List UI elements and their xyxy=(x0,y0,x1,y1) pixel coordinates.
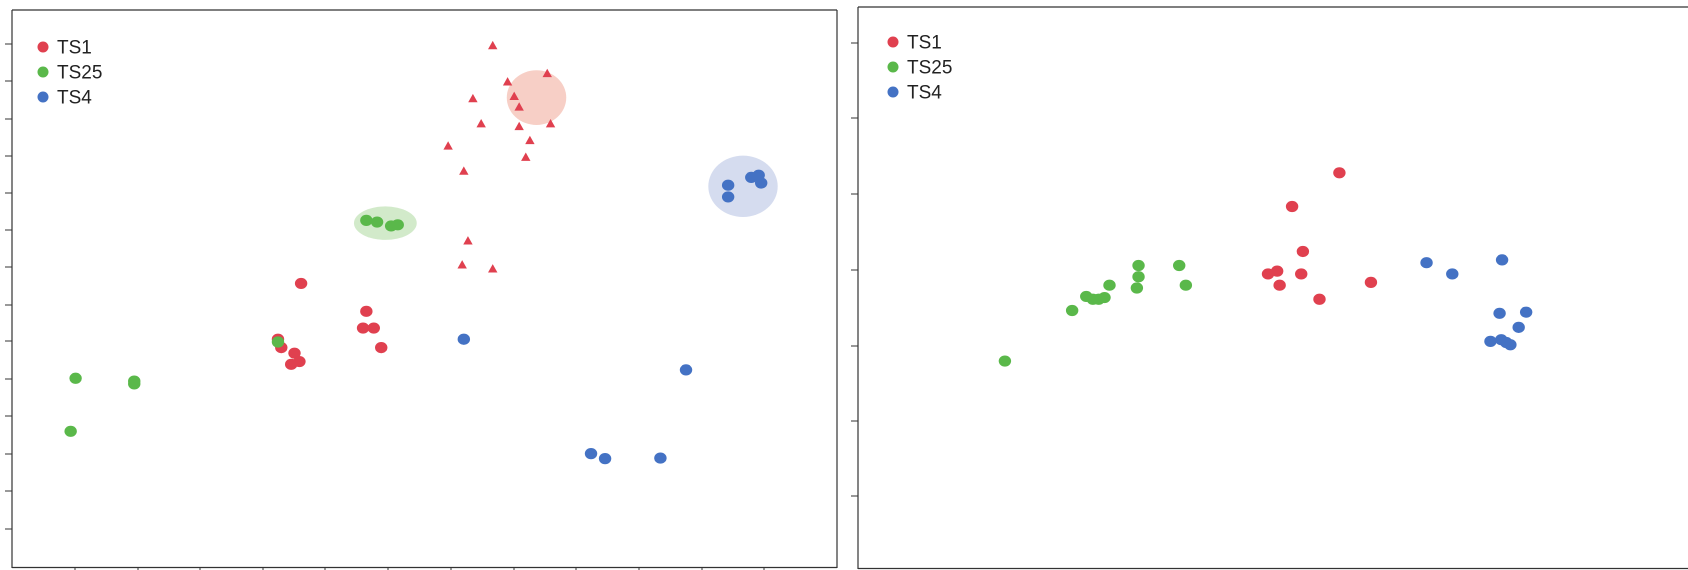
data-point xyxy=(360,305,373,317)
legend-label: TS4 xyxy=(57,88,92,109)
data-point xyxy=(598,453,612,465)
data-point-triangle xyxy=(525,135,535,145)
cluster-ellipse xyxy=(506,70,567,125)
data-point-triangle xyxy=(463,236,473,245)
data-point xyxy=(128,375,141,387)
data-point-triangle xyxy=(502,77,513,86)
data-point xyxy=(1103,279,1116,291)
legend: TS1 TS25 TS4 xyxy=(37,38,102,109)
legend-label: TS25 xyxy=(57,63,102,84)
data-point xyxy=(1313,293,1326,305)
data-point xyxy=(1132,271,1145,283)
data-point xyxy=(271,336,285,348)
data-point xyxy=(64,425,77,437)
legend-label: TS25 xyxy=(907,58,952,79)
series-triangles xyxy=(443,40,556,273)
data-point xyxy=(1519,306,1533,318)
data-point xyxy=(1273,279,1286,291)
data-point xyxy=(391,219,404,231)
legend-marker xyxy=(37,41,49,53)
data-point-triangle xyxy=(457,260,467,269)
data-point xyxy=(1065,304,1079,317)
data-point xyxy=(1420,257,1433,269)
cluster-ellipse xyxy=(353,206,417,240)
data-point xyxy=(360,214,373,226)
data-point-triangle xyxy=(476,118,486,128)
cluster-ellipse xyxy=(708,155,778,218)
data-point xyxy=(1098,291,1111,304)
legend-marker xyxy=(887,36,899,48)
data-point xyxy=(654,452,667,464)
data-point xyxy=(284,358,298,370)
series-ts4 xyxy=(457,169,768,465)
data-point xyxy=(367,322,380,334)
data-point xyxy=(1446,268,1459,280)
data-point-triangle xyxy=(521,152,531,161)
data-point xyxy=(721,179,735,191)
legend-marker xyxy=(887,86,899,98)
data-point-triangle xyxy=(488,264,498,273)
data-point-triangle xyxy=(443,141,453,150)
scatter-plot-right: TS1 TS25 TS4 xyxy=(851,6,1688,570)
data-point-triangle xyxy=(509,91,519,101)
data-point-triangle xyxy=(514,121,524,131)
data-point xyxy=(998,355,1012,367)
series-ts1 xyxy=(271,277,388,370)
legend: TS1 TS25 TS4 xyxy=(887,33,952,104)
data-point xyxy=(1173,259,1186,272)
data-point xyxy=(1296,245,1310,258)
data-point xyxy=(1295,268,1308,280)
data-point xyxy=(679,364,693,376)
data-point xyxy=(370,216,384,228)
series-ts1 xyxy=(1261,167,1378,305)
data-point xyxy=(1504,339,1517,351)
data-point-triangle xyxy=(514,102,524,111)
data-point xyxy=(721,191,735,203)
data-point xyxy=(1493,307,1506,319)
series-ts4 xyxy=(1420,254,1533,351)
data-point xyxy=(1130,282,1144,294)
data-point-triangle xyxy=(468,93,478,103)
legend-marker xyxy=(37,91,49,103)
legend-marker xyxy=(887,61,899,73)
legend-marker xyxy=(37,66,49,78)
data-point xyxy=(69,372,82,384)
legend-label: TS4 xyxy=(907,83,942,104)
data-point xyxy=(1132,259,1145,272)
data-point xyxy=(294,277,308,290)
data-point xyxy=(1495,254,1509,266)
legend-label: TS1 xyxy=(57,38,92,59)
legend-label: TS1 xyxy=(907,33,942,54)
data-point-triangle xyxy=(545,118,556,128)
data-point xyxy=(356,322,370,334)
series-ts25 xyxy=(64,214,404,437)
data-point xyxy=(375,341,388,354)
scatter-chart-right: TS1 TS25 TS4 xyxy=(851,6,1688,570)
data-point xyxy=(457,333,471,345)
data-point-triangle xyxy=(542,68,552,78)
data-point-triangle xyxy=(459,166,469,175)
data-point-triangle xyxy=(488,40,498,50)
data-point xyxy=(1512,321,1525,333)
data-point xyxy=(1285,200,1299,213)
data-point xyxy=(288,347,301,359)
series-ts25 xyxy=(998,259,1193,367)
scatter-chart-left: TS1 TS25 TS4 xyxy=(5,9,838,570)
data-point xyxy=(754,177,768,189)
scatter-plot-left: TS1 TS25 TS4 xyxy=(5,9,838,570)
data-point xyxy=(584,448,598,460)
data-point xyxy=(1270,265,1284,277)
data-point xyxy=(1333,167,1346,179)
data-point xyxy=(1484,335,1497,347)
data-point xyxy=(1364,276,1378,288)
data-point xyxy=(1179,279,1193,291)
